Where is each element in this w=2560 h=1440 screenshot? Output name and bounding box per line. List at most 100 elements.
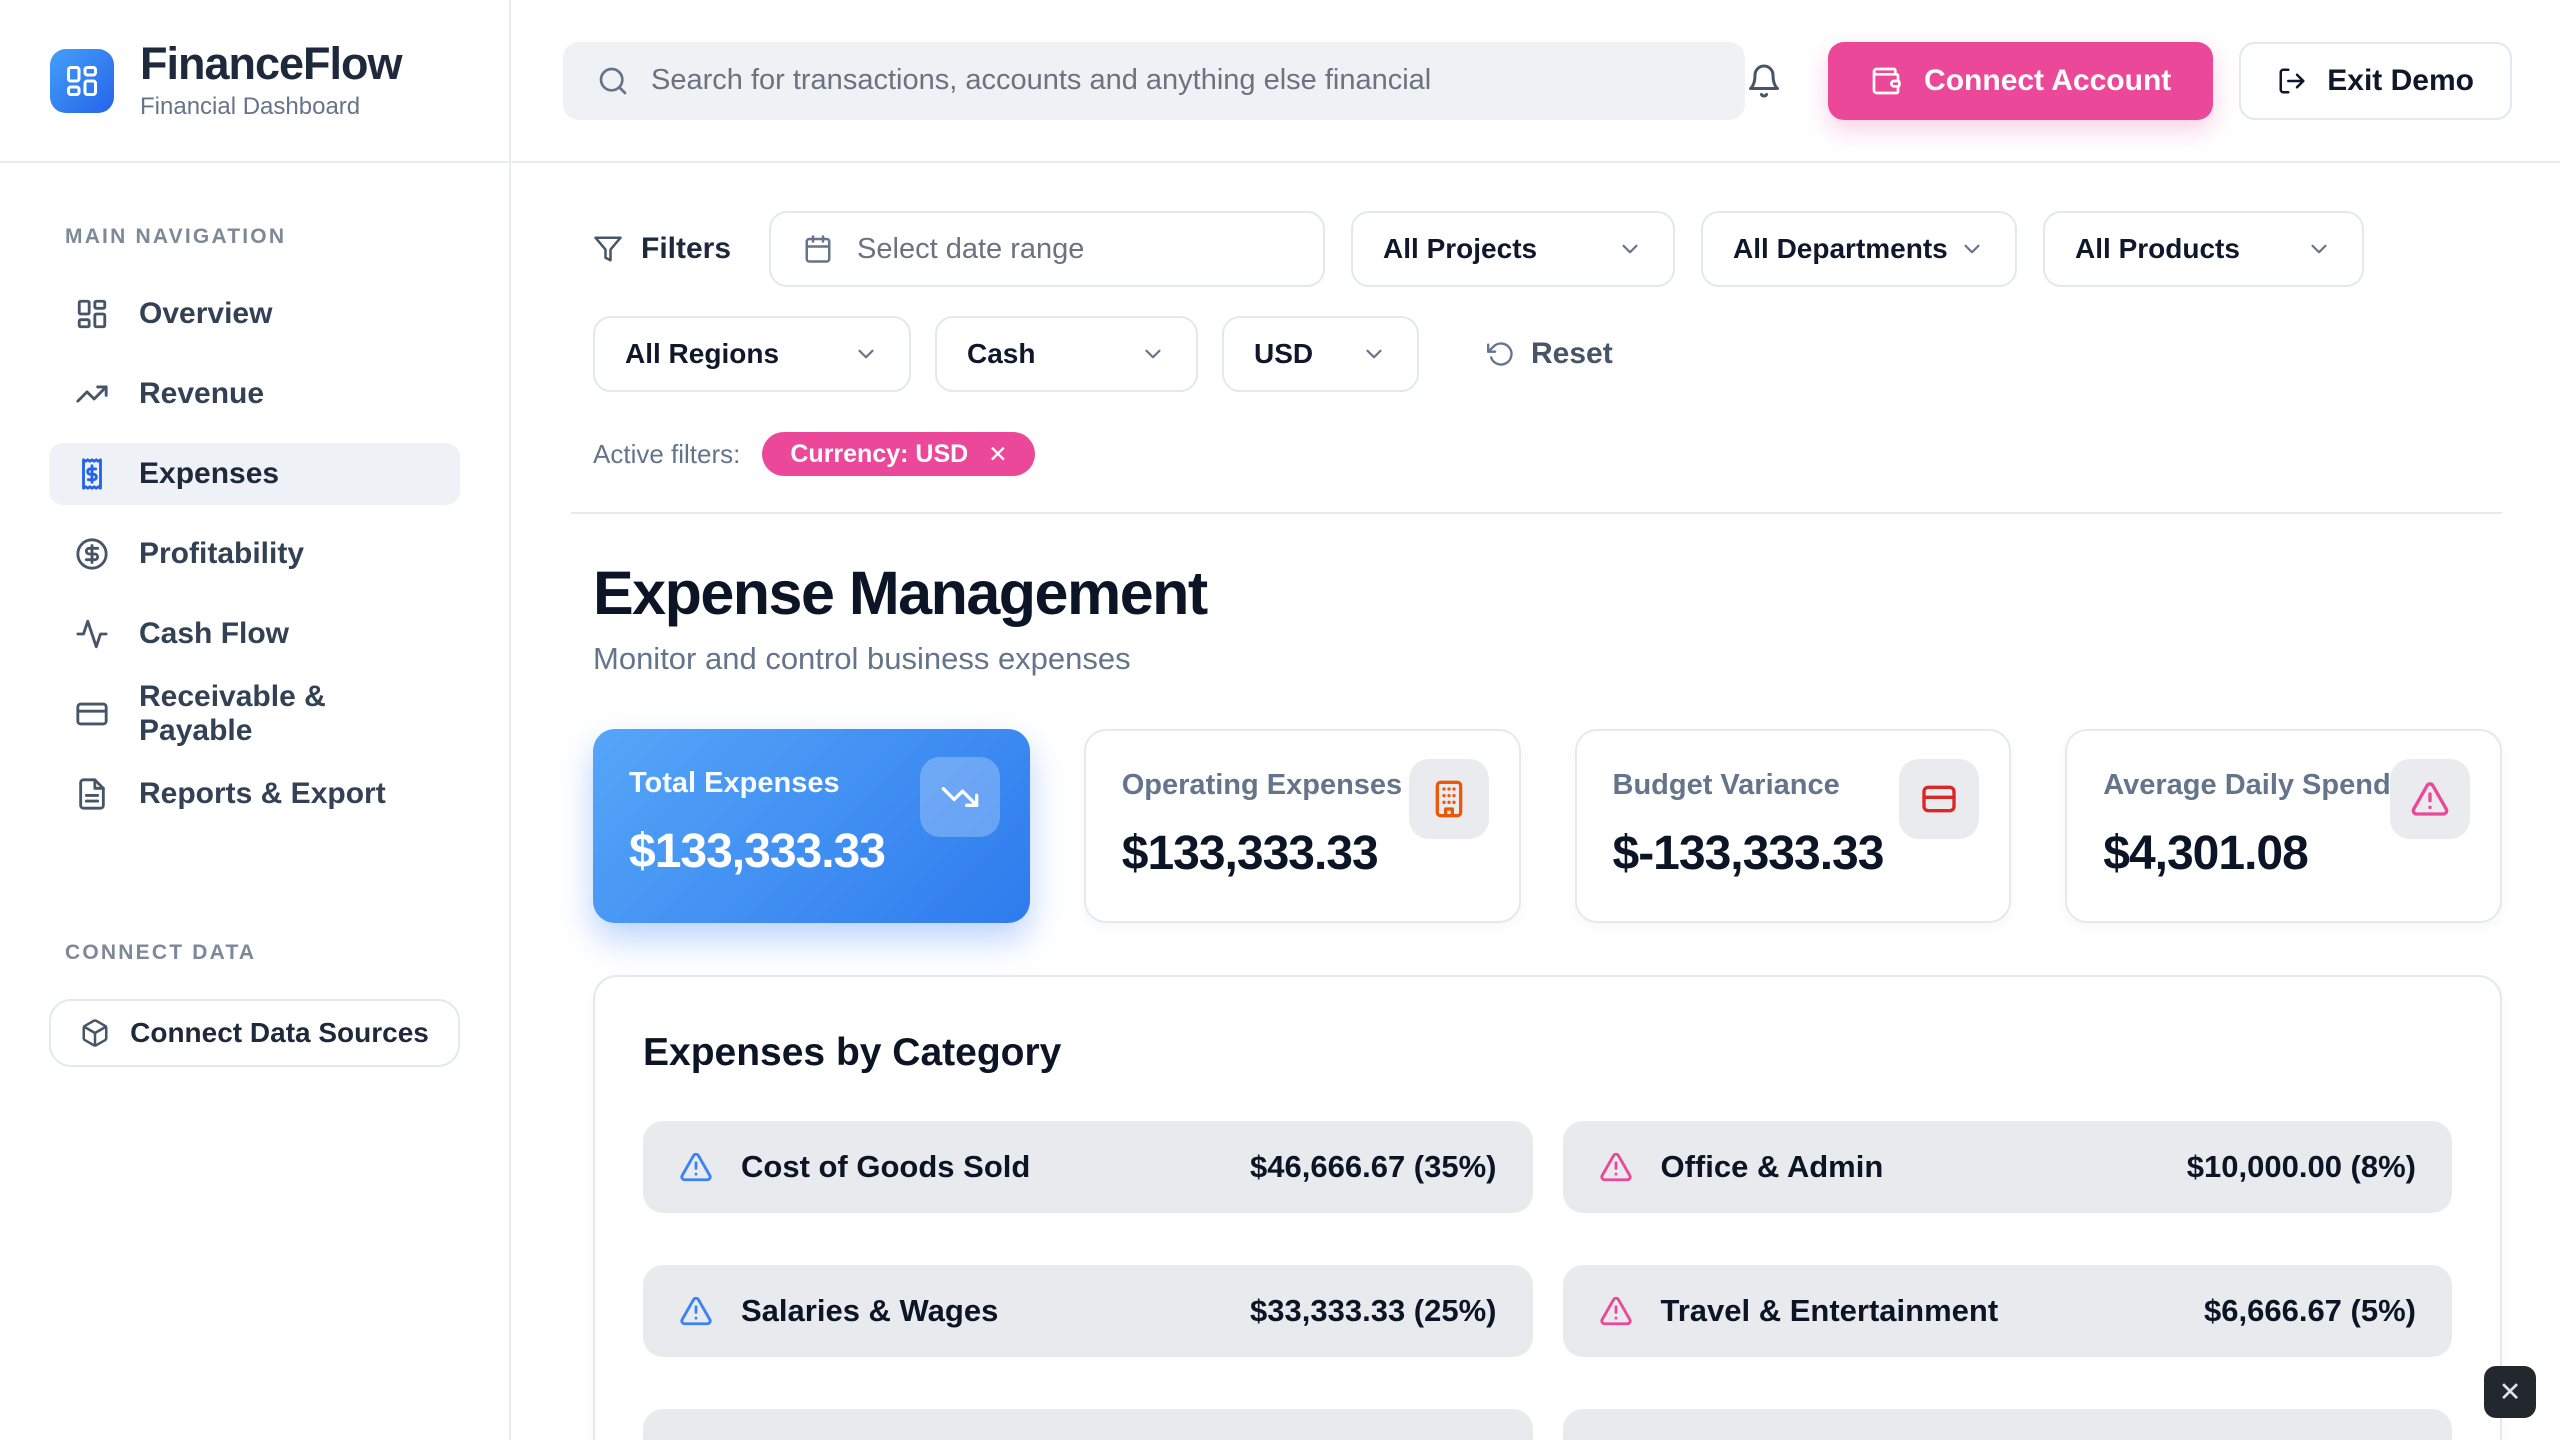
credit-card-icon — [75, 697, 109, 731]
page-content: Filters Select date range All Projects A… — [511, 163, 2560, 1440]
alert-triangle-icon — [1599, 1150, 1633, 1184]
stat-value: $4,301.08 — [2103, 827, 2309, 880]
section-divider — [571, 512, 2502, 514]
connect-account-label: Connect Account — [1924, 63, 2172, 97]
sidebar: FinanceFlow Financial Dashboard MAIN NAV… — [0, 0, 511, 1440]
category-value: $6,666.67 (5%) — [2204, 1293, 2416, 1328]
departments-dropdown[interactable]: All Departments — [1701, 211, 2018, 287]
sidebar-item-expenses[interactable]: Expenses — [49, 443, 460, 505]
sidebar-item-label: Expenses — [139, 457, 280, 490]
activity-icon — [75, 617, 109, 651]
wallet-icon — [1870, 65, 1902, 97]
category-label: Professional Services — [1661, 1437, 1983, 1440]
chip-close-icon[interactable]: ✕ — [988, 440, 1008, 467]
stat-label: Total Expenses — [629, 767, 840, 799]
category-value: $33,333.33 (25%) — [1250, 1293, 1497, 1328]
receipt-dollar-icon — [75, 457, 109, 491]
search-input[interactable] — [651, 64, 1711, 97]
close-button[interactable]: ✕ — [2484, 1366, 2536, 1418]
brand-logo-icon — [50, 48, 114, 113]
projects-dropdown[interactable]: All Projects — [1351, 211, 1676, 287]
calendar-icon — [805, 235, 831, 263]
stat-label: Operating Expenses — [1121, 769, 1403, 801]
category-row-travel-entertainment: Travel & Entertainment $6,666.67 (5%) — [1562, 1265, 2452, 1357]
category-label: Salaries & Wages — [741, 1293, 999, 1328]
exit-demo-label: Exit Demo — [2327, 63, 2474, 97]
expenses-by-category-card: Expenses by Category Cost of Goods Sold … — [593, 975, 2502, 1440]
stat-value: $133,333.33 — [629, 825, 886, 878]
category-row-salaries-wages: Salaries & Wages $33,333.33 (25%) — [643, 1265, 1533, 1357]
notifications-bell-button[interactable] — [1746, 63, 1782, 99]
chevron-down-icon — [1964, 244, 1980, 254]
alert-triangle-icon — [2390, 759, 2470, 839]
active-filters-label: Active filters: — [593, 438, 741, 469]
sidebar-connect-title: CONNECT DATA — [65, 941, 257, 964]
sidebar-item-reports-export[interactable]: Reports & Export — [49, 763, 460, 825]
close-icon: ✕ — [2498, 1376, 2522, 1407]
category-row-cost-of-goods-sold: Cost of Goods Sold $46,666.67 (35%) — [643, 1121, 1533, 1213]
category-label: Cost of Goods Sold — [741, 1149, 1031, 1184]
payment-method-dropdown[interactable]: Cash — [935, 316, 1198, 392]
sidebar-item-label: Receivable & Payable — [139, 680, 326, 747]
category-label: Travel & Entertainment — [1660, 1293, 1999, 1328]
sidebar-item-label: Profitability — [139, 537, 305, 570]
stat-card-operating-expenses: Operating Expenses $133,333.33 — [1083, 729, 1521, 923]
trending-down-icon — [919, 757, 1000, 837]
page-title: Expense Management — [593, 559, 1208, 627]
stat-card-total-expenses: Total Expenses $133,333.33 — [593, 729, 1030, 923]
rotate-ccw-icon — [1487, 340, 1515, 368]
sidebar-item-cash-flow[interactable]: Cash Flow — [49, 603, 460, 665]
funnel-icon — [593, 234, 623, 264]
building-icon — [1408, 759, 1489, 839]
filters-label: Filters — [593, 232, 731, 266]
file-text-icon — [75, 777, 109, 811]
category-value: $20,000.00 (15%) — [1250, 1437, 1496, 1440]
date-range-placeholder: Select date range — [857, 232, 1085, 265]
page-subtitle: Monitor and control business expenses — [593, 641, 1131, 676]
sidebar-item-label: Overview — [139, 297, 273, 330]
top-header: Connect Account Exit Demo — [511, 0, 2560, 163]
stat-card-average-daily-spend: Average Daily Spend $4,301.08 — [2065, 729, 2502, 923]
sidebar-nav-title: MAIN NAVIGATION — [65, 225, 287, 248]
stat-value: $-133,333.33 — [1612, 827, 1885, 880]
brand: FinanceFlow Financial Dashboard — [0, 0, 509, 163]
connect-account-button[interactable]: Connect Account — [1828, 41, 2214, 120]
stat-cards: Total Expenses $133,333.33 Operating Exp… — [593, 729, 2502, 923]
chevron-down-icon — [858, 349, 874, 359]
connect-data-sources-button[interactable]: Connect Data Sources — [49, 999, 460, 1067]
category-row-office-admin: Office & Admin $10,000.00 (8%) — [1562, 1121, 2452, 1213]
category-value: $46,666.67 (35%) — [1250, 1149, 1497, 1184]
category-label: Office & Admin — [1660, 1149, 1884, 1184]
log-out-icon — [2277, 66, 2307, 96]
search-bar — [563, 41, 1745, 120]
brand-name: FinanceFlow — [140, 38, 403, 90]
connect-data-sources-label: Connect Data Sources — [130, 1017, 429, 1048]
sidebar-item-profitability[interactable]: Profitability — [49, 523, 460, 585]
active-filter-chip-currency[interactable]: Currency: USD ✕ — [762, 432, 1036, 476]
sidebar-item-receivable-payable[interactable]: Receivable & Payable — [49, 680, 460, 747]
cube-icon — [80, 1018, 110, 1048]
credit-card-icon — [1899, 759, 1980, 839]
sidebar-item-overview[interactable]: Overview — [49, 283, 460, 345]
stat-card-budget-variance: Budget Variance $-133,333.33 — [1574, 729, 2012, 923]
main-area: Connect Account Exit Demo Filters Select… — [511, 0, 2560, 1440]
category-value: $3,333.33 (3%) — [2204, 1437, 2416, 1440]
regions-dropdown[interactable]: All Regions — [593, 316, 911, 392]
exit-demo-button[interactable]: Exit Demo — [2239, 41, 2512, 120]
products-dropdown[interactable]: All Products — [2043, 211, 2365, 287]
category-grid: Cost of Goods Sold $46,666.67 (35%) Offi… — [643, 1121, 2452, 1440]
circle-dollar-icon — [75, 537, 109, 571]
bell-icon — [1749, 64, 1780, 97]
sidebar-item-revenue[interactable]: Revenue — [49, 363, 460, 425]
category-row-professional-services: Professional Services $3,333.33 (3%) — [1562, 1409, 2452, 1440]
sidebar-item-label: Revenue — [139, 377, 265, 410]
date-range-input[interactable]: Select date range — [769, 211, 1326, 287]
search-icon — [599, 67, 627, 94]
alert-triangle-icon — [679, 1150, 713, 1184]
currency-dropdown[interactable]: USD — [1222, 316, 1419, 392]
sidebar-item-label: Reports & Export — [139, 777, 386, 810]
stat-label: Budget Variance — [1612, 769, 1840, 801]
reset-filters-button[interactable]: Reset — [1487, 337, 1613, 371]
alert-triangle-icon — [679, 1294, 713, 1328]
